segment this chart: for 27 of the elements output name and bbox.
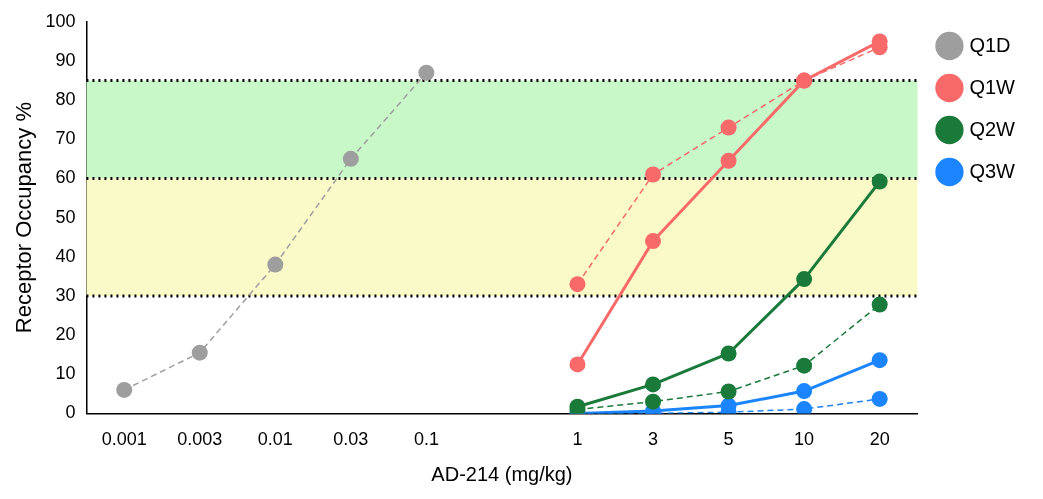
y-axis-title: Receptor Occupancy % <box>11 102 37 334</box>
x-tick-label: 0.03 <box>333 429 369 450</box>
x-tick-label: 5 <box>723 429 734 450</box>
y-tick-label: 50 <box>55 206 76 227</box>
x-axis-title: AD-214 (mg/kg) <box>431 462 573 485</box>
y-tick-label: 70 <box>55 128 76 149</box>
x-tick-label: 0.001 <box>101 429 147 450</box>
x-tick-label: 0.1 <box>413 429 439 450</box>
y-tick-label: 10 <box>55 363 76 384</box>
x-tick-label: 0.01 <box>257 429 293 450</box>
legend-label: Q3W <box>969 159 1016 182</box>
x-tick-label: 10 <box>794 429 815 450</box>
x-tick-label: 3 <box>648 429 659 450</box>
y-tick-label: 40 <box>55 245 76 266</box>
x-tick-label: 20 <box>869 429 890 450</box>
y-tick-label: 90 <box>55 49 76 70</box>
y-tick-label: 60 <box>55 167 76 188</box>
y-tick-label: 20 <box>55 324 76 345</box>
x-tick-label: 0.003 <box>177 429 223 450</box>
x-tick-label: 1 <box>572 429 583 450</box>
y-tick-label: 30 <box>55 284 76 305</box>
legend-label: Q2W <box>969 117 1016 140</box>
y-tick-label: 0 <box>65 402 76 423</box>
y-tick-label: 80 <box>55 89 76 110</box>
legend-label: Q1D <box>969 33 1011 56</box>
y-tick-label: 100 <box>45 10 76 31</box>
legend-label: Q1W <box>969 75 1016 98</box>
